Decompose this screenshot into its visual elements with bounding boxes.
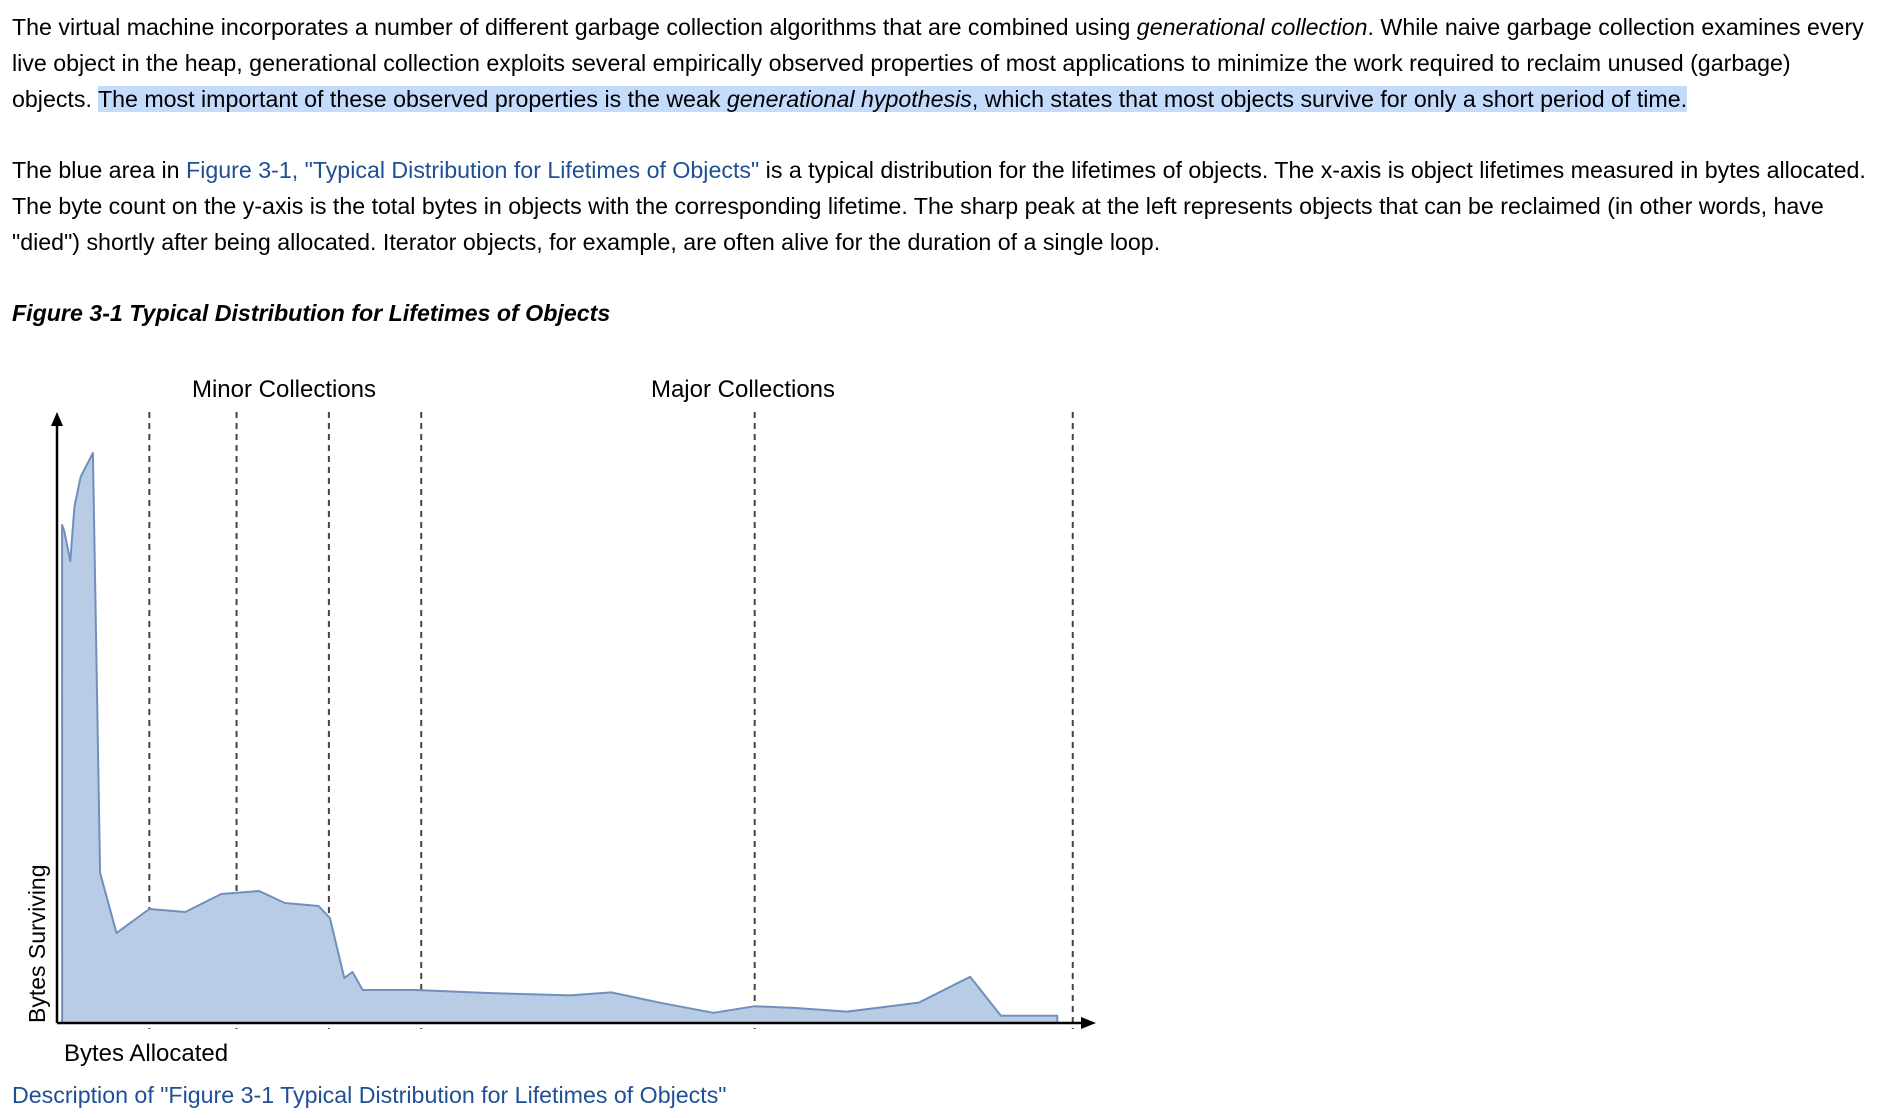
term-generational-hypothesis: generational hypothesis	[726, 86, 972, 112]
p2-text-2: is a typical distribution for the lifeti…	[12, 157, 1866, 255]
intro-paragraph: The virtual machine incorporates a numbe…	[12, 9, 1872, 117]
selected-text[interactable]: The most important of these observed pro…	[97, 86, 1688, 112]
p1-text-1: The virtual machine incorporates a numbe…	[12, 14, 1137, 40]
y-axis-arrow	[51, 412, 63, 426]
figure-title: Figure 3-1 Typical Distribution for Life…	[12, 300, 611, 326]
p2-text-1: The blue area in	[12, 157, 187, 183]
minor-collections-label: Minor Collections	[192, 376, 376, 403]
figure-description-link[interactable]: Description of "Figure 3-1 Typical Distr…	[12, 1082, 727, 1108]
major-collections-label: Major Collections	[651, 376, 835, 403]
term-generational-collection: generational collection	[1136, 14, 1368, 40]
x-axis-arrow	[1081, 1017, 1096, 1029]
figure-explanation-paragraph: The blue area in Figure 3-1, "Typical Di…	[12, 152, 1872, 260]
x-axis-label: Bytes Allocated	[64, 1040, 228, 1067]
p1-text-2: . While naive garbage collection examine…	[12, 14, 1864, 112]
lifetime-distribution-chart: Minor Collections Major Collections Byte…	[24, 376, 1096, 1067]
collection-boundaries	[148, 412, 1074, 1029]
p1-text-3: The most important of these observed pro…	[97, 86, 727, 112]
p1-text-4: , which states that most objects survive…	[971, 86, 1688, 112]
chart-axes	[51, 412, 1096, 1029]
y-axis-label: Bytes Surviving	[24, 864, 50, 1023]
figure-reference-link[interactable]: Figure 3-1, "Typical Distribution for Li…	[186, 157, 760, 183]
lifetime-area	[61, 452, 1059, 1024]
